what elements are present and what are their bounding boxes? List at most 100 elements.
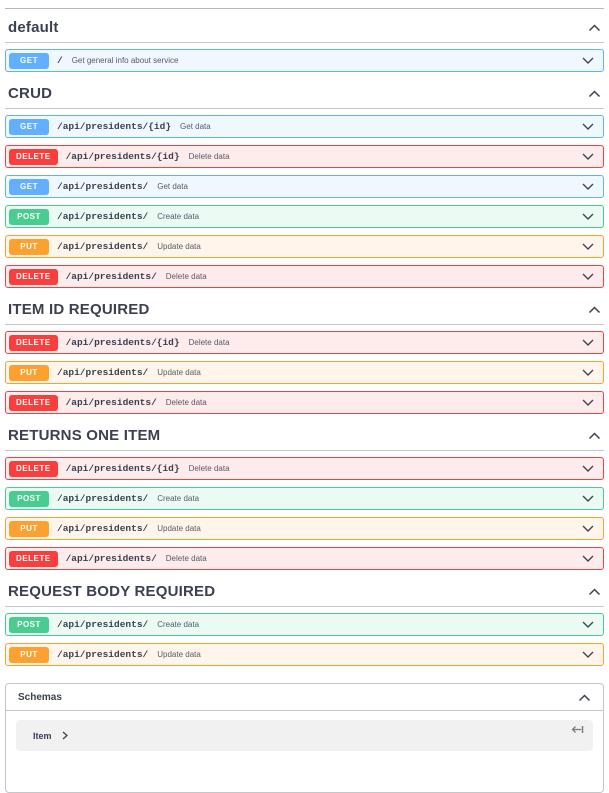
section-title: default <box>8 19 59 36</box>
endpoint-path: /api/presidents/ <box>57 649 149 660</box>
endpoint-description: Delete data <box>165 554 207 563</box>
schema-model-item[interactable]: Item <box>16 720 593 751</box>
endpoint-description: Update data <box>157 524 201 533</box>
section-title: REQUEST BODY REQUIRED <box>8 583 216 600</box>
endpoint-description: Get data <box>157 182 188 191</box>
endpoint-path: /api/presidents/ <box>57 211 149 222</box>
endpoint-path: /api/presidents/ <box>57 241 149 252</box>
method-badge: PUT <box>9 520 49 537</box>
endpoint-row[interactable]: DELETE /api/presidents/{id} Delete data <box>5 457 604 480</box>
endpoint-path: /api/presidents/{id} <box>57 121 172 132</box>
endpoint-path: /api/presidents/ <box>57 181 149 192</box>
chevron-right-icon <box>62 731 68 740</box>
chevron-down-icon <box>582 339 594 346</box>
section-rows-request-body-required: POST /api/presidents/ Create data PUT /a… <box>5 607 604 666</box>
chevron-down-icon <box>582 213 594 220</box>
method-badge: PUT <box>9 364 49 381</box>
method-badge: DELETE <box>9 148 58 165</box>
method-badge: DELETE <box>9 394 58 411</box>
endpoint-description: Delete data <box>165 272 207 281</box>
section-title: RETURNS ONE ITEM <box>8 427 161 444</box>
method-badge: POST <box>9 616 49 633</box>
method-badge: POST <box>9 490 49 507</box>
endpoint-row[interactable]: DELETE /api/presidents/ Delete data <box>5 547 604 570</box>
endpoint-path: /api/presidents/{id} <box>65 337 180 348</box>
swagger-api-docs: default GET / Get general info about ser… <box>0 8 609 793</box>
endpoint-path: /api/presidents/ <box>65 271 157 282</box>
method-badge: DELETE <box>9 460 58 477</box>
chevron-up-icon <box>578 693 591 702</box>
chevron-down-icon <box>582 183 594 190</box>
chevron-down-icon <box>582 153 594 160</box>
endpoint-row[interactable]: PUT /api/presidents/ Update data <box>5 361 604 384</box>
endpoint-row[interactable]: POST /api/presidents/ Create data <box>5 205 604 228</box>
endpoint-path: /api/presidents/ <box>57 367 149 378</box>
section-title: CRUD <box>8 85 53 102</box>
chevron-up-icon <box>588 306 601 314</box>
chevron-down-icon <box>582 621 594 628</box>
section-divider <box>5 8 604 9</box>
chevron-down-icon <box>582 57 594 64</box>
chevron-up-icon <box>588 588 601 596</box>
endpoint-description: Create data <box>157 620 200 629</box>
chevron-up-icon <box>588 432 601 440</box>
endpoint-path: /api/presidents/{id} <box>65 151 180 162</box>
endpoint-description: Get data <box>180 122 211 131</box>
section-rows-default: GET / Get general info about service <box>5 43 604 72</box>
endpoint-row[interactable]: DELETE /api/presidents/{id} Delete data <box>5 331 604 354</box>
endpoint-row[interactable]: DELETE /api/presidents/ Delete data <box>5 265 604 288</box>
schemas-title: Schemas <box>18 692 62 703</box>
chevron-down-icon <box>582 123 594 130</box>
method-badge: POST <box>9 208 49 225</box>
endpoint-row[interactable]: GET / Get general info about service <box>5 49 604 72</box>
endpoint-row[interactable]: PUT /api/presidents/ Update data <box>5 517 604 540</box>
chevron-down-icon <box>582 369 594 376</box>
endpoint-description: Delete data <box>188 152 230 161</box>
endpoint-row[interactable]: DELETE /api/presidents/ Delete data <box>5 391 604 414</box>
chevron-up-icon <box>588 90 601 98</box>
endpoint-path: /api/presidents/ <box>57 619 149 630</box>
endpoint-description: Create data <box>157 494 200 503</box>
endpoint-path: /api/presidents/{id} <box>65 463 180 474</box>
section-header-crud[interactable]: CRUD <box>5 79 604 109</box>
endpoint-description: Delete data <box>165 398 207 407</box>
endpoint-path: / <box>57 55 63 66</box>
chevron-down-icon <box>582 243 594 250</box>
endpoint-row[interactable]: PUT /api/presidents/ Update data <box>5 643 604 666</box>
section-rows-crud: GET /api/presidents/{id} Get data DELETE… <box>5 109 604 288</box>
method-badge: PUT <box>9 238 49 255</box>
section-header-returns-one-item[interactable]: RETURNS ONE ITEM <box>5 421 604 451</box>
method-badge: GET <box>9 118 49 135</box>
section-title: ITEM ID REQUIRED <box>8 301 150 318</box>
chevron-up-icon <box>588 24 601 32</box>
schemas-header[interactable]: Schemas <box>6 684 603 711</box>
schema-model-name: Item <box>33 730 52 741</box>
method-badge: PUT <box>9 646 49 663</box>
endpoint-description: Get general info about service <box>71 56 179 65</box>
endpoint-row[interactable]: PUT /api/presidents/ Update data <box>5 235 604 258</box>
chevron-down-icon <box>582 273 594 280</box>
section-header-item-id-required[interactable]: ITEM ID REQUIRED <box>5 295 604 325</box>
section-header-default[interactable]: default <box>5 13 604 43</box>
method-badge: GET <box>9 178 49 195</box>
section-header-request-body-required[interactable]: REQUEST BODY REQUIRED <box>5 577 604 607</box>
section-rows-item-id-required: DELETE /api/presidents/{id} Delete data … <box>5 325 604 414</box>
endpoint-row[interactable]: POST /api/presidents/ Create data <box>5 487 604 510</box>
method-badge: GET <box>9 52 49 69</box>
method-badge: DELETE <box>9 550 58 567</box>
method-badge: DELETE <box>9 268 58 285</box>
endpoint-description: Update data <box>157 242 201 251</box>
chevron-down-icon <box>582 399 594 406</box>
chevron-down-icon <box>582 525 594 532</box>
endpoint-path: /api/presidents/ <box>65 553 157 564</box>
endpoint-description: Update data <box>157 368 201 377</box>
schemas-body: Item <box>6 711 603 769</box>
endpoint-row[interactable]: GET /api/presidents/{id} Get data <box>5 115 604 138</box>
section-rows-returns-one-item: DELETE /api/presidents/{id} Delete data … <box>5 451 604 570</box>
endpoint-path: /api/presidents/ <box>65 397 157 408</box>
endpoint-row[interactable]: GET /api/presidents/ Get data <box>5 175 604 198</box>
endpoint-description: Update data <box>157 650 201 659</box>
endpoint-row[interactable]: DELETE /api/presidents/{id} Delete data <box>5 145 604 168</box>
endpoint-row[interactable]: POST /api/presidents/ Create data <box>5 613 604 636</box>
arrow-left-from-bar-icon[interactable] <box>571 725 584 734</box>
